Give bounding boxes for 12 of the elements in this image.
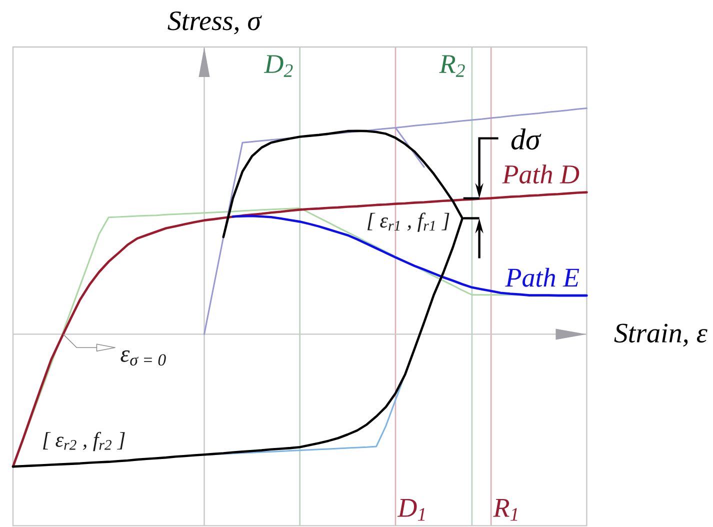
series-label: Path D — [502, 164, 580, 184]
annotation: dσ — [511, 128, 542, 150]
x-axis-title: Strain, ε — [614, 324, 708, 347]
y-axis-title: Stress, σ — [168, 11, 262, 34]
annotation: [ ε$_{r1}$ , f$_{r1}$ ] — [368, 212, 450, 232]
text: R$_{2}$ — [439, 55, 465, 77]
text: D$_{1}$ — [397, 499, 425, 521]
series-label: Path E — [505, 268, 580, 287]
annotation: [ ε$_{r2}$ , f$_{r2}$ ] — [43, 432, 125, 452]
text: R$_{1}$ — [493, 499, 518, 521]
annotation: ε$_{σ = 0}$ — [120, 350, 166, 366]
text: D$_{2}$ — [264, 55, 293, 77]
